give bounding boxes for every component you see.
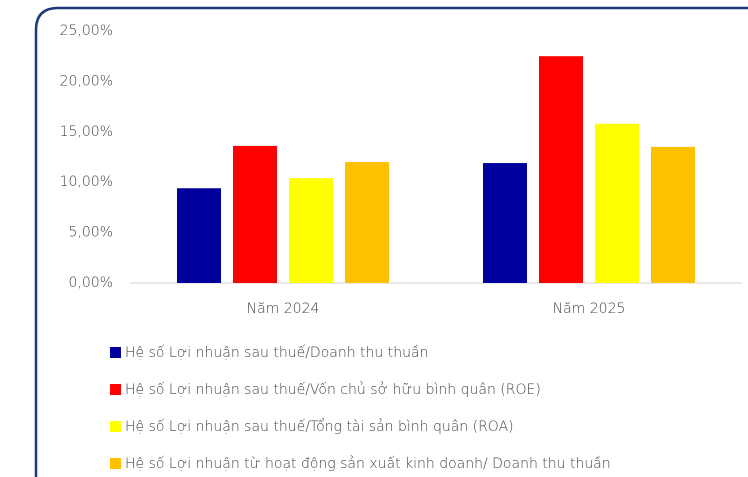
bar: [233, 145, 277, 283]
bar: [483, 163, 527, 283]
bar: [177, 188, 221, 283]
legend-label: Hệ số Lợi nhuận sau thuế/Tổng tài sản bì…: [125, 418, 514, 435]
y-tick-label: 5,00%: [69, 225, 113, 241]
x-tick-label: Năm 2025: [553, 301, 626, 317]
legend-swatch: [110, 421, 121, 432]
y-tick-label: 25,00%: [60, 23, 113, 39]
bar: [595, 123, 639, 284]
y-tick-label: 15,00%: [60, 124, 113, 140]
legend-label: Hệ số Lợi nhuận sau thuế/Doanh thu thuần: [125, 344, 428, 361]
legend-label: Hệ số Lợi nhuận từ hoạt động sản xuất ki…: [125, 455, 611, 472]
legend-label: Hệ số Lợi nhuận sau thuế/Vốn chủ sở hữu …: [125, 381, 541, 398]
legend-swatch: [110, 347, 121, 358]
bar: [539, 56, 583, 284]
bar: [651, 146, 695, 283]
x-tick-label: Năm 2024: [247, 301, 320, 317]
frame: [34, 6, 748, 477]
y-tick-label: 10,00%: [60, 174, 113, 190]
bar: [289, 178, 333, 283]
legend-swatch: [110, 384, 121, 395]
y-tick-label: 20,00%: [60, 73, 113, 89]
legend-swatch: [110, 458, 121, 469]
y-tick-label: 0,00%: [69, 275, 113, 291]
bar: [345, 162, 389, 283]
